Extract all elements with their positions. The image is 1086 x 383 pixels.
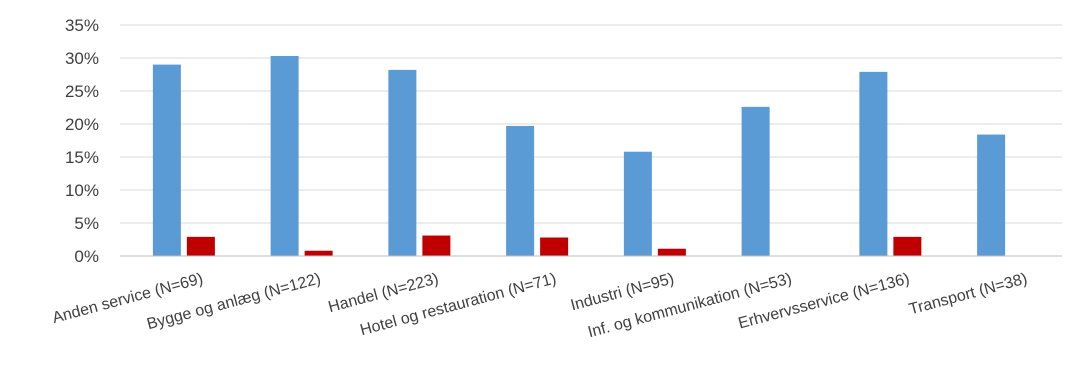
bar-series-1 [977, 135, 1005, 256]
bar-series-1 [388, 70, 416, 256]
x-category-label: Hotel og restauration (N=71) [358, 270, 558, 339]
y-tick-label: 25% [65, 82, 99, 101]
bar-series-1 [153, 65, 181, 256]
bar-series-2 [540, 238, 568, 256]
bar-series-2 [893, 237, 921, 256]
gridlines [120, 25, 1062, 223]
y-tick-label: 35% [65, 16, 99, 35]
y-tick-label: 30% [65, 49, 99, 68]
bar-series-2 [305, 251, 333, 256]
y-tick-label: 15% [65, 148, 99, 167]
bar-series-2 [422, 236, 450, 256]
y-axis: 0% 5% 10% 15% 20% 25% 30% 35% [65, 16, 99, 266]
x-category-label: Transport (N=38) [907, 270, 1029, 318]
bar-series-1 [506, 126, 534, 256]
y-tick-label: 20% [65, 115, 99, 134]
bar-series-2 [658, 249, 686, 256]
y-tick-label: 5% [74, 214, 99, 233]
y-tick-label: 10% [65, 181, 99, 200]
bar-series-2 [187, 237, 215, 256]
bar-series-1 [624, 152, 652, 256]
bar-series-1 [742, 107, 770, 256]
bar-series-1 [859, 72, 887, 256]
x-axis: Anden service (N=69)Bygge og anlæg (N=12… [51, 256, 1062, 341]
bars [153, 56, 1005, 256]
y-tick-label: 0% [74, 247, 99, 266]
x-category-label: Inf. og kommunikation (N=53) [586, 270, 794, 341]
bar-series-1 [271, 56, 299, 256]
